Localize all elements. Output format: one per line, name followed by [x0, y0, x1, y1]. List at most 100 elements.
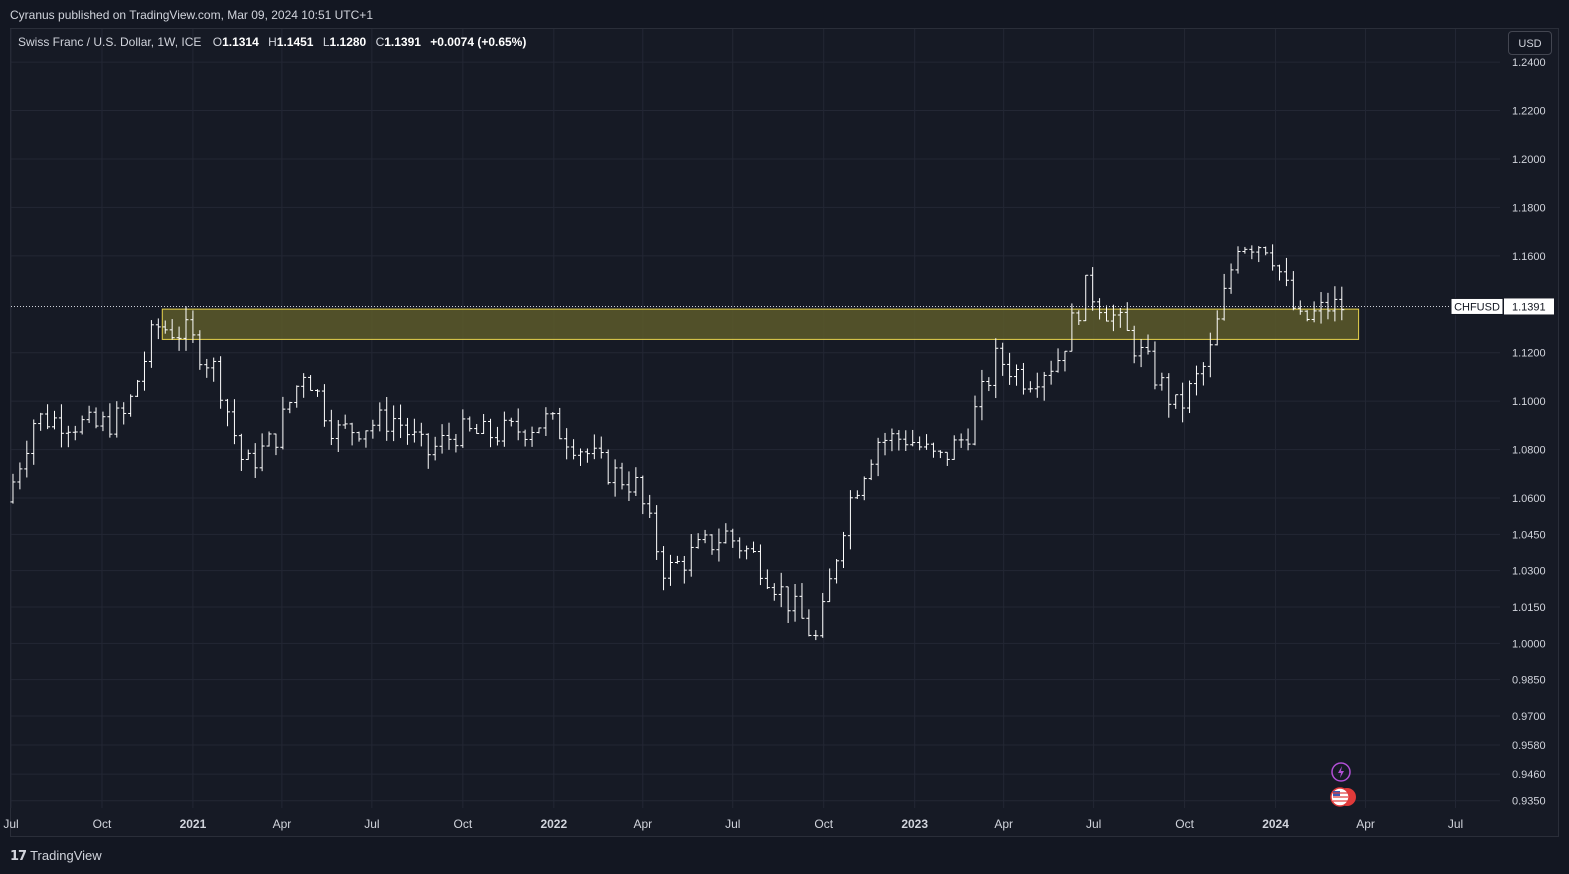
ohlc-bar — [1304, 310, 1310, 322]
ohlc-bar — [792, 584, 798, 622]
ohlc-bar — [128, 394, 134, 417]
x-tick-label: Jul — [1086, 817, 1101, 831]
ohlc-bar — [1090, 267, 1096, 311]
currency-button[interactable]: USD — [1508, 31, 1552, 55]
ohlc-bar — [38, 412, 44, 431]
ohlc-bar — [778, 572, 784, 608]
support-resistance-zone — [161, 308, 1360, 340]
ohlc-bar — [924, 434, 930, 450]
ohlc-bar — [301, 373, 307, 398]
ohlc-bar — [259, 433, 265, 472]
ohlc-bar — [944, 451, 950, 466]
ohlc-bar — [204, 358, 210, 378]
ohlc-bar — [1076, 310, 1082, 325]
x-tick-label: Jul — [725, 817, 740, 831]
ohlc-bar — [1228, 263, 1234, 294]
ohlc-bar — [183, 306, 189, 351]
ohlc-bar — [737, 537, 743, 559]
ohlc-bar — [245, 449, 251, 460]
ohlc-bar — [1277, 264, 1283, 281]
ohlc-bar — [820, 592, 826, 638]
ohlc-bar — [176, 326, 182, 351]
ohlc-bar — [1055, 348, 1061, 373]
ohlc-bar — [986, 377, 992, 392]
lightning-icon — [1331, 762, 1351, 782]
ohlc-bar — [425, 433, 431, 469]
x-tick-label: Apr — [633, 817, 652, 831]
symbol-legend: Swiss Franc / U.S. Dollar, 1W, ICE O1.13… — [18, 35, 532, 49]
x-tick-label: Jul — [3, 817, 18, 831]
y-tick-label: 1.0800 — [1512, 445, 1546, 457]
ohlc-bar — [536, 427, 542, 434]
ohlc-bar — [121, 402, 127, 425]
ohlc-bar — [135, 379, 141, 397]
ohlc-bar — [321, 384, 327, 427]
ohlc-bar — [584, 448, 590, 463]
ohlc-bar — [342, 414, 348, 429]
ohlc-bar — [1297, 300, 1303, 315]
ohlc-bar — [661, 546, 667, 591]
ohlc-bar — [1166, 373, 1172, 418]
ohlc-bar — [294, 385, 300, 408]
ohlc-bar — [1200, 362, 1206, 386]
x-tick-label: Apr — [273, 817, 292, 831]
y-tick-label: 1.1200 — [1512, 348, 1546, 360]
x-tick-label: 2024 — [1262, 817, 1289, 831]
ohlc-bar — [446, 422, 452, 450]
ohlc-bar — [799, 583, 805, 619]
ohlc-bar — [328, 409, 334, 446]
ohlc-bar — [1263, 246, 1269, 256]
ohlc-bar — [45, 404, 51, 430]
ohlc-bar — [557, 407, 563, 440]
close-value: 1.1391 — [384, 35, 421, 49]
ohlc-bar — [238, 433, 244, 472]
ohlc-bar — [86, 405, 92, 424]
ohlc-bar — [654, 505, 660, 560]
ohlc-bar — [363, 430, 369, 448]
x-tick-label: Jul — [1448, 817, 1463, 831]
ohlc-bar — [190, 310, 196, 343]
price-marker-layer: CHFUSD 1.1391 — [11, 297, 1554, 807]
ohlc-bar — [515, 408, 521, 441]
y-tick-label: 1.2200 — [1512, 106, 1546, 118]
ohlc-bar — [79, 415, 85, 435]
ohlc-bar — [1318, 292, 1324, 324]
ohlc-bar — [1062, 350, 1068, 372]
ohlc-bar — [598, 436, 604, 459]
ohlc-bar — [1249, 245, 1255, 260]
ohlc-bar — [806, 609, 812, 637]
brand[interactable]: 𝟭𝟳 TradingView — [10, 848, 102, 864]
ohlc-bar — [903, 430, 909, 452]
ohlc-bar — [591, 434, 597, 460]
ohlc-bar — [31, 419, 37, 465]
ohlc-bar — [854, 490, 860, 499]
ohlc-bar — [356, 431, 362, 442]
chart-pane[interactable] — [10, 28, 1559, 837]
ohlc-bar — [1131, 325, 1137, 364]
ohlc-bar — [1041, 371, 1047, 401]
y-tick-label: 1.0600 — [1512, 493, 1546, 505]
symbol-title: Swiss Franc / U.S. Dollar, 1W, ICE — [18, 35, 202, 49]
ohlc-bar — [723, 523, 729, 544]
ohlc-bar — [1069, 303, 1075, 352]
ohlc-bar — [1256, 246, 1262, 263]
ohlc-bar — [605, 449, 611, 485]
ohlc-bar — [633, 467, 639, 496]
ohlc-bar — [751, 541, 757, 553]
ohlc-bar — [875, 437, 881, 477]
ohlc-bar — [287, 401, 293, 414]
ohlc-bar — [1145, 334, 1151, 355]
ohlc-bar — [951, 435, 957, 460]
ohlc-bar — [169, 319, 175, 340]
ohlc-bar — [211, 357, 217, 382]
ohlc-bar — [370, 419, 376, 439]
close-label: C — [375, 35, 385, 49]
ohlc-bar — [107, 403, 113, 438]
ohlc-bar — [619, 462, 625, 490]
ohlc-bar — [709, 534, 715, 555]
ohlc-bar — [958, 433, 964, 448]
ohlc-bar — [488, 418, 494, 448]
y-tick-label: 0.9460 — [1512, 769, 1546, 781]
ohlc-bar — [404, 417, 410, 445]
